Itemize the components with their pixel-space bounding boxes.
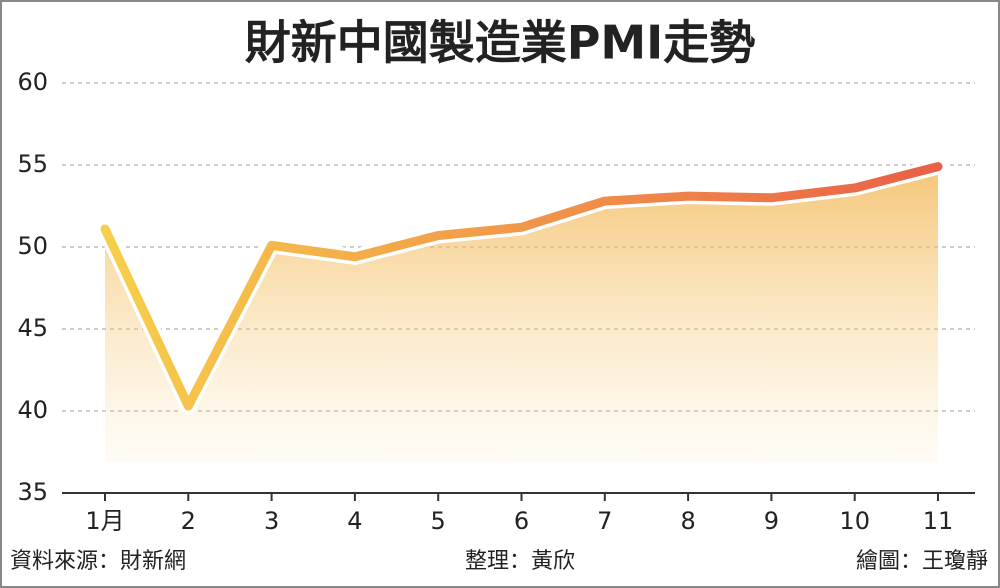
y-tick-label: 60 [17, 68, 48, 96]
x-tick-label: 4 [347, 507, 362, 535]
x-tick-label: 5 [431, 507, 446, 535]
artist: 繪圖：王瓊靜 [856, 549, 988, 574]
y-tick-label: 55 [17, 150, 48, 178]
x-tick-label: 3 [264, 507, 279, 535]
x-tick-label: 2 [181, 507, 196, 535]
x-tick-label: 7 [597, 507, 612, 535]
x-tick-label: 10 [839, 507, 870, 535]
editor: 整理：黃欣 [465, 549, 575, 574]
x-tick-label: 8 [680, 507, 695, 535]
source: 資料來源：財新網 [10, 549, 186, 574]
x-tick-label: 1月 [85, 507, 124, 535]
y-tick-label: 45 [17, 314, 48, 342]
line [100, 162, 943, 411]
y-tick-label: 50 [17, 232, 48, 260]
chart-title: 財新中國製造業PMI走勢 [245, 16, 756, 70]
area [105, 166, 938, 462]
x-tick-label: 9 [764, 507, 779, 535]
y-tick-label: 35 [17, 478, 48, 506]
x-tick-label: 11 [923, 507, 954, 535]
x-tick-label: 6 [514, 507, 529, 535]
y-tick-label: 40 [17, 396, 48, 424]
